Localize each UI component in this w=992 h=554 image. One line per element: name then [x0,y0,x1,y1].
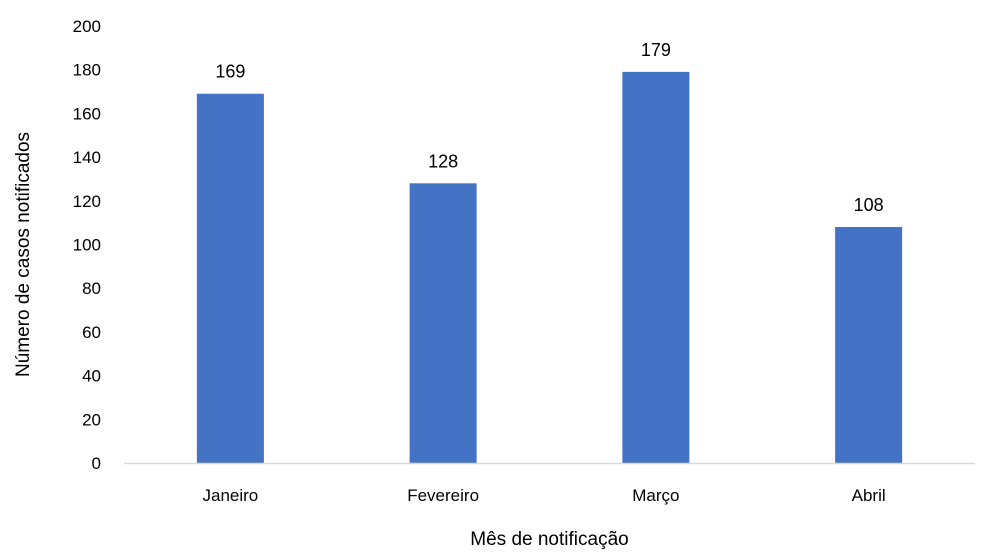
x-axis-ticks: Janeiro Fevereiro Março Abril [202,486,885,505]
bar [196,93,264,464]
y-tick-label: 180 [73,61,101,80]
y-tick-label: 0 [92,454,101,473]
y-tick-label: 20 [82,410,101,429]
y-tick-label: 160 [73,104,101,123]
bar [835,227,903,463]
bar-value-label: 169 [215,62,245,82]
y-tick-label: 40 [82,367,101,386]
bar [622,71,690,463]
y-tick-label: 140 [73,148,101,167]
y-tick-label: 60 [82,323,101,342]
y-axis-title: Número de casos notificados [13,132,34,377]
y-tick-label: 80 [82,279,101,298]
y-axis-ticks: 0 20 40 60 80 100 120 140 160 180 200 [73,17,101,473]
bar-value-label: 108 [854,195,884,215]
bar [409,183,477,463]
y-tick-label: 200 [73,17,101,36]
data-labels: 169 128 179 108 [215,40,883,215]
y-tick-label: 100 [73,236,101,255]
x-tick-label: Janeiro [202,486,258,505]
x-tick-label: Abril [852,486,886,505]
bar-value-label: 179 [641,40,671,60]
bar-value-label: 128 [428,151,458,171]
x-tick-label: Março [632,486,679,505]
y-tick-label: 120 [73,192,101,211]
bars [196,71,903,464]
x-tick-label: Fevereiro [407,486,479,505]
x-axis-title: Mês de notificação [470,529,628,550]
